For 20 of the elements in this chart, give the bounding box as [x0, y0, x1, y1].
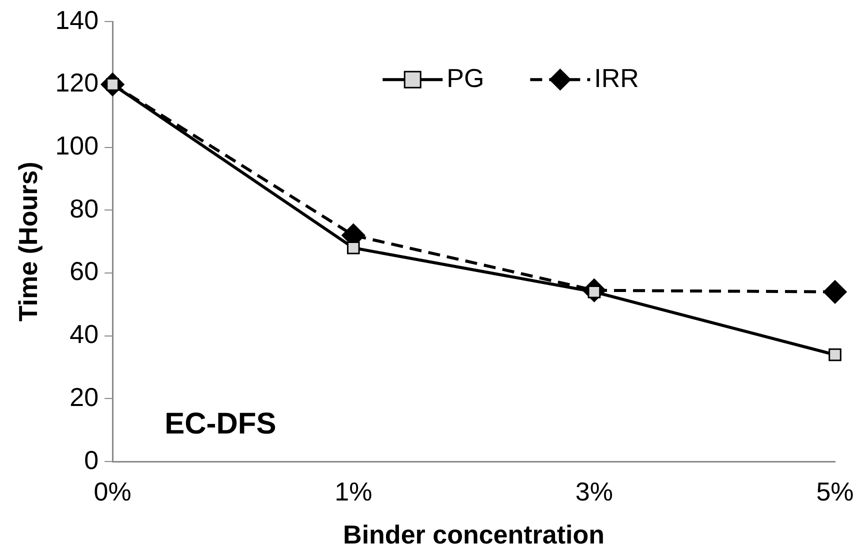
annotation: EC-DFS: [164, 408, 276, 441]
x-tick-label: 3%: [575, 476, 613, 506]
x-tick-label: 5%: [816, 476, 854, 506]
point: [346, 241, 360, 254]
y-tick-label: 140: [55, 4, 99, 35]
legend-label: PG: [446, 62, 484, 93]
y-tick-label: 60: [70, 256, 99, 286]
point: [828, 348, 842, 362]
y-tick-label: 80: [70, 193, 99, 224]
x-tick-label: 1%: [334, 476, 372, 506]
y-tick-label: 40: [70, 319, 99, 350]
y-axis-title: Time (Hours): [12, 162, 43, 322]
x-axis-title: Binder concentration: [343, 520, 605, 550]
legend-label: IRR: [594, 62, 639, 93]
y-tick-label: 120: [55, 68, 99, 98]
y-tick-label: 0: [84, 444, 99, 475]
y-tick-label: 20: [70, 382, 99, 412]
point: [823, 280, 847, 304]
y-tick-label: 100: [55, 130, 99, 160]
x-tick-label: 0%: [94, 476, 132, 506]
